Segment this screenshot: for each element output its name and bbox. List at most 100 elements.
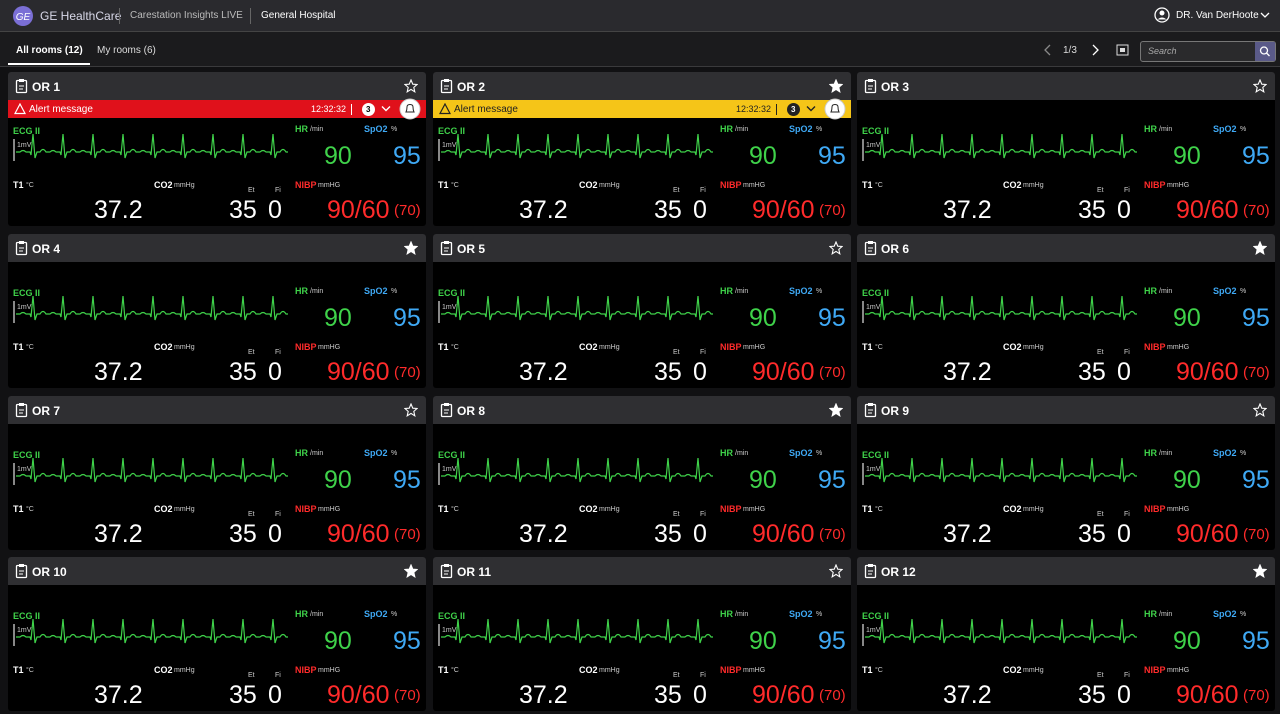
room-name: OR 4 [32,242,61,256]
favorite-star[interactable] [1253,79,1267,93]
co2-et-value: 35 [654,358,682,386]
spo2-unit: % [816,288,823,295]
co2-et-value: 35 [1078,520,1106,548]
room-card[interactable]: OR 6 ECG II 1mV HR/min 90 SpO2% 95 T1 °C 37.2 CO2 m… [857,234,1275,388]
co2-et-value: 35 [654,196,682,224]
nibp-mean: (70) [394,364,421,381]
room-name: OR 8 [457,404,486,418]
t1-label: T1 [438,504,449,514]
spo2-value: 95 [393,466,421,494]
room-card[interactable]: OR 12 ECG II 1mV HR/min 90 SpO2% 95 T1 °C 37.2 CO2… [857,557,1275,711]
spo2-value: 95 [818,304,846,332]
et-label: Et [1097,672,1104,679]
fi-label: Fi [275,672,281,679]
spo2-unit: % [391,288,398,295]
hr-unit: /min [735,611,749,618]
prev-page[interactable] [1043,44,1053,56]
fi-label: Fi [275,187,281,194]
user-menu-chevron[interactable] [1260,11,1270,19]
favorite-star[interactable] [404,241,418,255]
nibp-unit: mmHG [1167,182,1190,189]
spo2-label: SpO2 [789,448,813,458]
room-card[interactable]: OR 9 ECG II 1mV HR/min 90 SpO2% 95 T1 °C 37.2 CO2 m… [857,396,1275,550]
favorite-star[interactable] [829,79,843,93]
favorite-star[interactable] [1253,564,1267,578]
alert-count-text: 3 [791,105,796,114]
favorite-star[interactable] [1253,403,1267,417]
layout-button[interactable] [1116,44,1129,56]
favorite-star[interactable] [1253,241,1267,255]
t1-value: 37.2 [94,196,143,224]
fi-label: Fi [700,672,706,679]
spo2-value: 95 [1242,466,1270,494]
ecg-waveform [441,296,713,321]
nibp-label: NIBP [1144,504,1166,514]
hr-unit: /min [735,450,749,457]
room-card[interactable]: OR 4 ECG II 1mV HR/min 90 SpO2% 95 T1 °C 37.2 CO2 m… [8,234,426,388]
ecg-label: ECG II [13,288,41,298]
room-card[interactable]: OR 10 ECG II 1mV HR/min 90 SpO2% 95 T1 °C 37.2 CO2… [8,557,426,711]
favorite-star[interactable] [829,403,843,417]
alert-acknowledge[interactable] [824,98,846,120]
nibp-value: 90/60 [1176,196,1239,224]
co2-unit: mmHg [599,667,620,674]
room-icon [440,564,453,579]
scale-bar [438,301,440,323]
tab-all-rooms[interactable]: All rooms (12) [16,45,83,56]
alert-expand[interactable] [806,105,816,113]
scale-bar [13,463,15,485]
room-card[interactable]: OR 5 ECG II 1mV HR/min 90 SpO2% 95 T1 °C 37.2 CO2 m… [433,234,851,388]
ecg-waveform [441,458,713,483]
card-header: OR 4 [8,234,426,262]
et-label: Et [1097,511,1104,518]
search-button[interactable] [1255,42,1275,61]
alert-bar[interactable]: Alert message 12:32:32 3 [433,98,851,120]
spo2-unit: % [816,611,823,618]
next-page[interactable] [1090,44,1100,56]
et-label: Et [1097,187,1104,194]
room-card[interactable]: OR 11 ECG II 1mV HR/min 90 SpO2% 95 T1 °C 37.2 CO2… [433,557,851,711]
t1-value: 37.2 [943,196,992,224]
co2-fi-value: 0 [1117,196,1131,224]
hr-value: 90 [1173,142,1201,170]
alert-bar[interactable]: Alert message 12:32:32 3 [8,98,426,120]
room-name: OR 9 [881,404,910,418]
user-icon[interactable] [1154,7,1170,23]
alert-message: Alert message [454,104,518,115]
favorite-star[interactable] [404,79,418,93]
t1-unit: °C [26,667,34,674]
nibp-unit: mmHG [318,182,341,189]
favorite-star[interactable] [404,403,418,417]
hr-unit: /min [1159,126,1173,133]
ecg-label: ECG II [438,450,466,460]
top-bar: GE GE HealthCare Carestation Insights LI… [0,0,1280,32]
favorite-star[interactable] [829,564,843,578]
tab-my-rooms[interactable]: My rooms (6) [97,45,156,56]
co2-unit: mmHg [599,344,620,351]
scale-bar [862,301,864,323]
ecg-waveform [441,619,713,644]
room-card[interactable]: OR 2 Alert message 12:32:32 3 ECG II 1mV HR/mi… [433,72,851,226]
t1-unit: °C [451,344,459,351]
nibp-unit: mmHG [318,344,341,351]
user-name[interactable]: DR. Van DerHoote [1176,10,1259,21]
alert-acknowledge[interactable] [399,98,421,120]
t1-value: 37.2 [943,520,992,548]
nibp-unit: mmHG [743,344,766,351]
room-card[interactable]: OR 3 ECG II 1mV HR/min 90 SpO2% 95 T1 °C 37.2 CO2 m… [857,72,1275,226]
scale-label: 1mV [17,304,32,311]
alert-expand[interactable] [381,105,391,113]
room-card[interactable]: OR 8 ECG II 1mV HR/min 90 SpO2% 95 T1 °C 37.2 CO2 m… [433,396,851,550]
favorite-star[interactable] [829,241,843,255]
t1-label: T1 [438,665,449,675]
svg-text:GE: GE [16,12,31,23]
scale-bar [438,463,440,485]
room-card[interactable]: OR 1 Alert message 12:32:32 3 ECG II 1mV HR/mi… [8,72,426,226]
site-name: General Hospital [261,10,336,21]
co2-fi-value: 0 [693,520,707,548]
favorite-star[interactable] [404,564,418,578]
room-card[interactable]: OR 7 ECG II 1mV HR/min 90 SpO2% 95 T1 °C 37.2 CO2 m… [8,396,426,550]
search-box[interactable]: Search [1140,41,1276,62]
co2-unit: mmHg [1023,506,1044,513]
nibp-value: 90/60 [1176,358,1239,386]
